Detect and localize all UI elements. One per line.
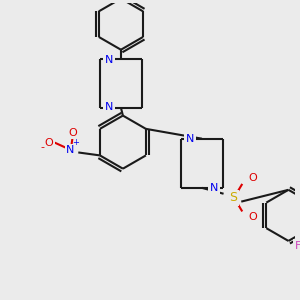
Text: -: - [41,142,45,152]
Text: N: N [186,134,194,144]
Text: N: N [66,146,75,155]
Text: N: N [105,102,113,112]
Text: O: O [249,173,257,183]
Text: O: O [68,128,77,138]
Text: O: O [249,212,257,222]
Text: +: + [72,138,79,147]
Text: N: N [105,55,113,64]
Text: S: S [230,191,237,204]
Text: F: F [295,241,300,251]
Text: N: N [209,183,218,193]
Text: O: O [44,138,53,148]
